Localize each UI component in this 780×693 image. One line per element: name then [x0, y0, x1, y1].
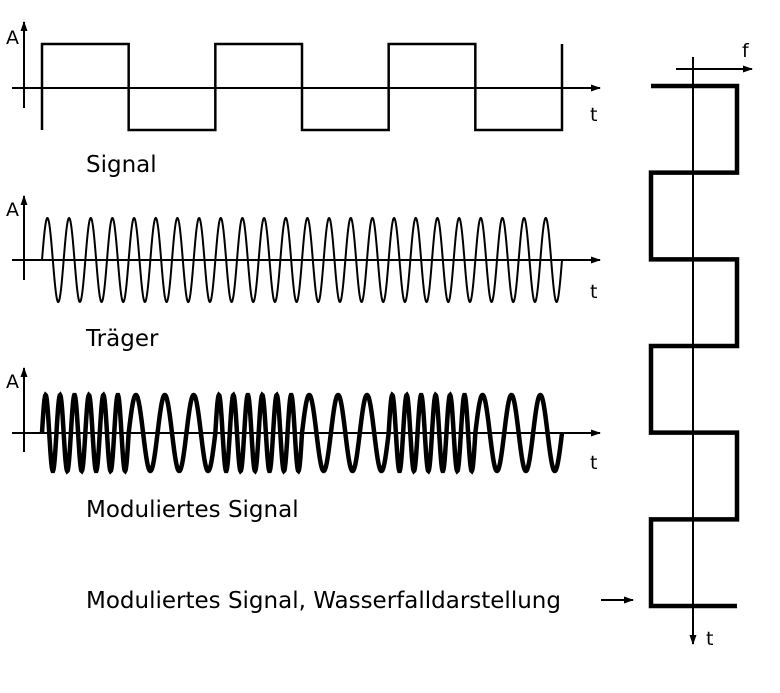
modulated-caption: Moduliertes Signal — [86, 497, 299, 523]
carrier-caption: Träger — [85, 326, 159, 352]
signal-square-wave — [40, 42, 564, 132]
waterfall-frequency-trace — [648, 83, 740, 609]
signal-time-label: t — [590, 104, 597, 126]
waterfall-frequency-label: f — [742, 40, 750, 62]
carrier-sine-wave — [41, 216, 563, 304]
carrier-amplitude-label: A — [6, 199, 19, 221]
carrier-panel: A t Träger — [6, 195, 601, 352]
carrier-time-label: t — [590, 281, 597, 303]
modulated-time-label: t — [590, 452, 597, 474]
signal-caption: Signal — [86, 152, 157, 178]
modulated-fsk-wave — [39, 391, 565, 475]
waterfall-time-label: t — [706, 628, 713, 650]
modulated-panel: A t Moduliertes Signal — [6, 367, 601, 523]
signal-amplitude-label: A — [6, 27, 19, 49]
waterfall-caption: Moduliertes Signal, Wasserfalldarstellun… — [86, 588, 561, 614]
signal-panel: A t Signal — [6, 21, 601, 178]
waterfall-panel: f t — [648, 40, 753, 650]
waterfall-caption-group: Moduliertes Signal, Wasserfalldarstellun… — [86, 588, 634, 614]
modulated-amplitude-label: A — [6, 371, 19, 393]
